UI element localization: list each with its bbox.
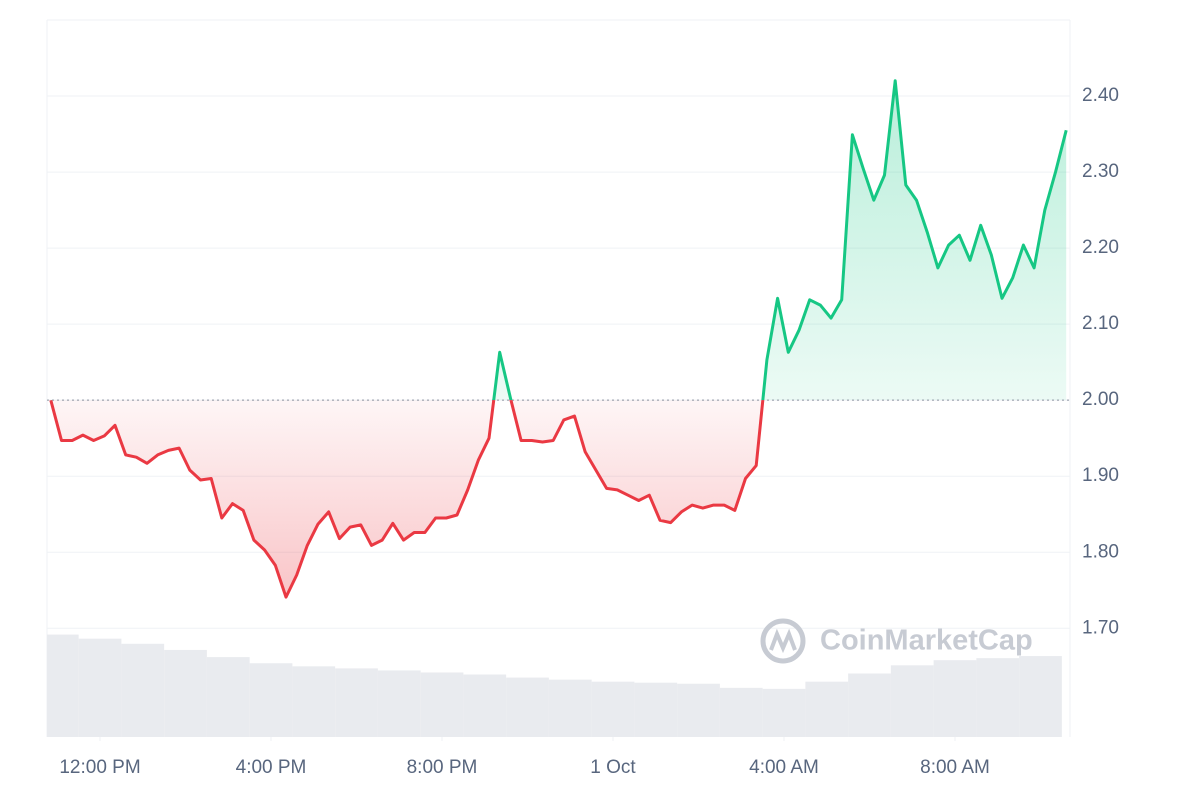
volume-bar [1019, 656, 1062, 737]
volume-bar [463, 674, 507, 737]
volume-bar [805, 681, 849, 737]
volume-bar [591, 681, 635, 737]
volume-bar [47, 634, 79, 737]
volume-bar [506, 677, 549, 737]
y-tick-label: 1.90 [1082, 465, 1119, 486]
volume-bar [249, 663, 293, 737]
volume-bar [933, 660, 977, 737]
y-tick-label: 2.40 [1082, 85, 1119, 106]
y-tick-label: 1.70 [1082, 617, 1119, 638]
volume-bar [848, 673, 891, 737]
y-tick-label: 2.30 [1082, 161, 1119, 182]
x-tick-label: 8:00 PM [407, 757, 478, 778]
volume-bar [677, 683, 720, 737]
x-tick-label: 4:00 PM [236, 757, 307, 778]
volume-bar [719, 687, 763, 737]
area-below [50, 400, 1067, 598]
volume-bar [121, 643, 165, 737]
y-tick-label: 2.20 [1082, 237, 1119, 258]
volume-bar [890, 665, 934, 737]
volume-bar [548, 679, 592, 737]
watermark-text: CoinMarketCap [820, 625, 1033, 657]
y-tick-label: 1.80 [1082, 541, 1119, 562]
x-tick-label: 8:00 AM [920, 757, 990, 778]
volume-bar [420, 672, 464, 737]
volume-bar [335, 668, 378, 737]
price-line-down [49, 400, 765, 599]
x-tick-label: 4:00 AM [749, 757, 819, 778]
x-tick-label: 12:00 PM [59, 757, 140, 778]
y-tick-label: 2.00 [1082, 389, 1119, 410]
volume-bar [762, 688, 806, 737]
volume-bar [164, 649, 207, 737]
price-line-up [50, 79, 1068, 401]
watermark: CoinMarketCap [760, 618, 1033, 664]
volume-bar [976, 658, 1020, 737]
volume-bar [206, 657, 250, 737]
volume-bar [377, 670, 421, 737]
x-tick-label: 1 Oct [590, 757, 636, 778]
area-above [493, 80, 1067, 401]
volume-bar [292, 666, 336, 737]
y-tick-label: 2.10 [1082, 313, 1119, 334]
volume-bar [78, 638, 122, 737]
volume-bar [634, 682, 678, 737]
